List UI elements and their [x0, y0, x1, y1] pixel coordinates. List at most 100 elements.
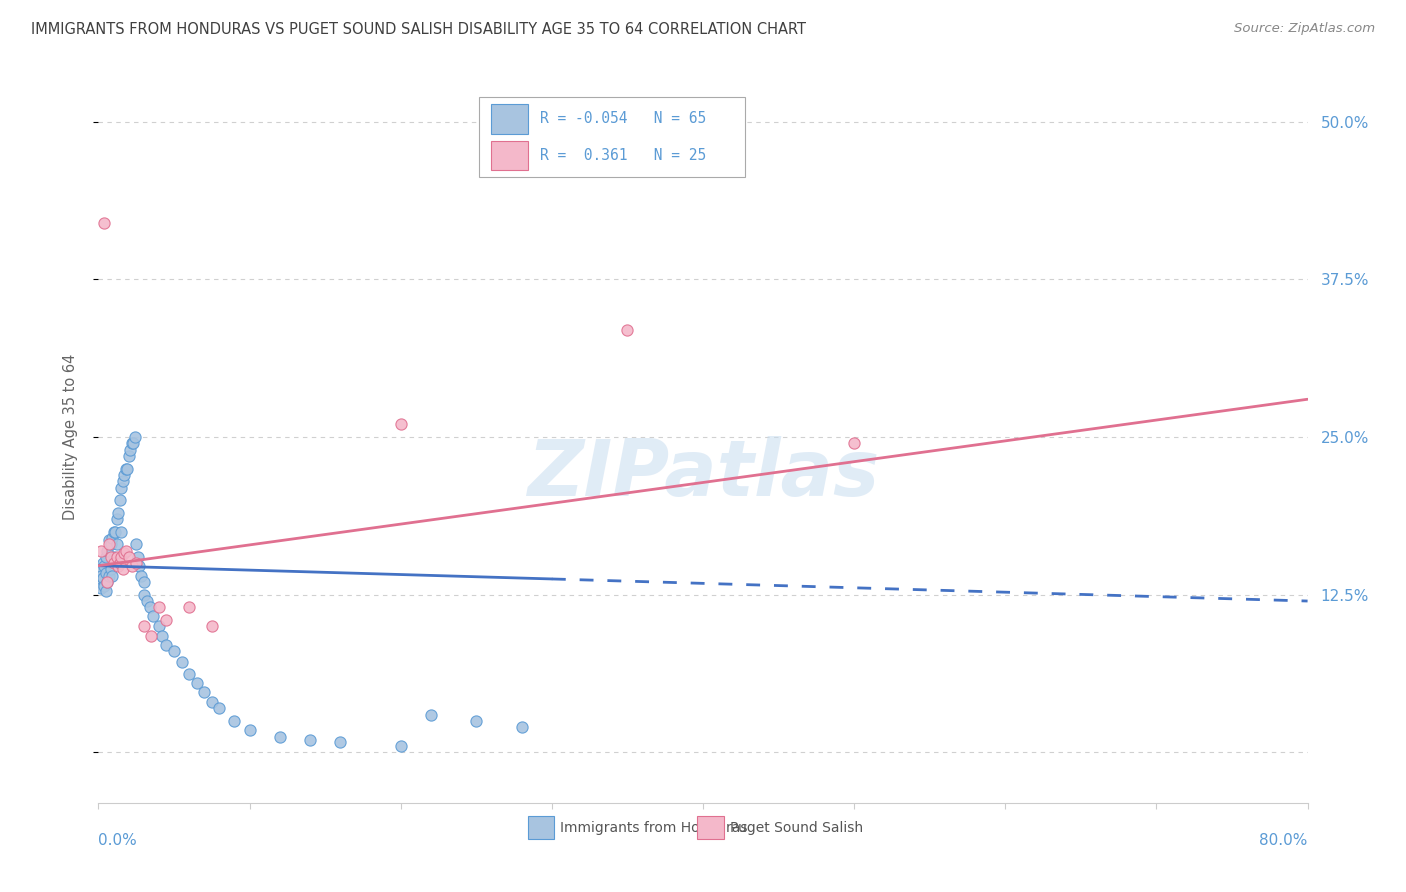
Point [90, 543, 112, 558]
Point [141, 629, 163, 643]
Point [96, 575, 118, 590]
Text: R = -0.054   N = 65: R = -0.054 N = 65 [540, 112, 706, 127]
Point [127, 549, 149, 564]
Point [110, 549, 132, 564]
Point [100, 562, 122, 576]
Point [115, 461, 138, 475]
Point [224, 714, 246, 728]
Point [107, 506, 129, 520]
Point [105, 549, 128, 564]
Point [125, 537, 148, 551]
Point [98, 569, 121, 583]
Point [299, 732, 322, 747]
Point [239, 723, 262, 737]
Point [193, 685, 215, 699]
Point [120, 442, 142, 457]
Point [389, 417, 412, 432]
Point [89, 562, 111, 576]
Point [155, 638, 177, 652]
Point [269, 730, 291, 744]
Point [94, 566, 117, 581]
Text: ZIPatlas: ZIPatlas [527, 435, 879, 512]
Point [112, 467, 135, 482]
Point [96, 575, 118, 590]
Point [111, 562, 134, 576]
Point [114, 543, 136, 558]
Bar [492, 141, 527, 170]
Text: Source: ZipAtlas.com: Source: ZipAtlas.com [1234, 22, 1375, 36]
Point [170, 655, 193, 669]
Point [150, 629, 173, 643]
Point [122, 436, 145, 450]
Point [129, 569, 152, 583]
Point [94, 549, 117, 564]
Point [121, 558, 143, 573]
Point [105, 512, 128, 526]
Point [93, 558, 115, 573]
Point [155, 613, 177, 627]
Point [105, 537, 128, 551]
Bar [527, 816, 554, 839]
Point [844, 436, 866, 450]
Point [128, 558, 150, 573]
Point [142, 609, 165, 624]
Point [93, 579, 115, 593]
Point [104, 524, 127, 539]
Text: Immigrants from Honduras: Immigrants from Honduras [561, 821, 748, 835]
Point [186, 676, 208, 690]
Point [208, 701, 231, 715]
Text: 0.0%: 0.0% [98, 833, 138, 848]
Point [100, 537, 122, 551]
Point [110, 524, 132, 539]
Point [132, 575, 155, 590]
Point [389, 739, 412, 753]
Point [100, 549, 122, 564]
Point [110, 481, 132, 495]
Point [91, 556, 114, 570]
Point [201, 695, 224, 709]
Text: Puget Sound Salish: Puget Sound Salish [730, 821, 863, 835]
Y-axis label: Disability Age 35 to 64: Disability Age 35 to 64 [63, 354, 77, 520]
Point [90, 569, 112, 583]
Text: 80.0%: 80.0% [1260, 833, 1308, 848]
Point [179, 600, 201, 615]
Point [118, 549, 141, 564]
Point [148, 600, 170, 615]
Point [108, 556, 131, 570]
Point [616, 323, 638, 337]
Point [132, 588, 155, 602]
Bar [697, 816, 724, 839]
Point [108, 493, 131, 508]
Point [90, 582, 112, 596]
Point [148, 619, 170, 633]
Point [329, 735, 352, 749]
Point [89, 575, 111, 590]
Point [103, 556, 125, 570]
FancyBboxPatch shape [479, 97, 745, 178]
Point [103, 549, 125, 564]
Point [420, 707, 443, 722]
Point [112, 546, 135, 560]
Point [91, 571, 114, 585]
Point [96, 543, 118, 558]
Point [179, 667, 201, 681]
Point [118, 449, 141, 463]
Point [101, 531, 124, 545]
Point [101, 569, 124, 583]
Point [111, 474, 134, 488]
Point [93, 216, 115, 230]
Point [98, 533, 121, 548]
Point [125, 556, 148, 570]
Bar [492, 104, 527, 134]
Point [124, 430, 146, 444]
Text: IMMIGRANTS FROM HONDURAS VS PUGET SOUND SALISH DISABILITY AGE 35 TO 64 CORRELATI: IMMIGRANTS FROM HONDURAS VS PUGET SOUND … [31, 22, 806, 37]
Point [510, 720, 533, 734]
Point [103, 524, 125, 539]
Point [139, 600, 162, 615]
Point [201, 619, 224, 633]
Point [163, 644, 186, 658]
Point [94, 583, 117, 598]
Text: R =  0.361   N = 25: R = 0.361 N = 25 [540, 148, 706, 163]
Point [135, 594, 157, 608]
Point [114, 461, 136, 475]
